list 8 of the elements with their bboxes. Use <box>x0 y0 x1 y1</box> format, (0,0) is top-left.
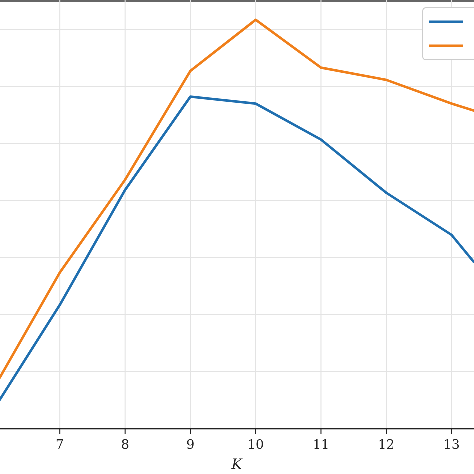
x-tick-label: 11 <box>312 438 330 453</box>
x-tick-label: 7 <box>56 438 64 453</box>
x-axis-title: K <box>230 457 244 473</box>
x-tick-label: 13 <box>444 438 460 453</box>
x-tick-label: 10 <box>248 438 264 453</box>
x-tick-label: 8 <box>121 438 130 453</box>
x-tick-label: 12 <box>378 438 395 453</box>
x-tick-label: 9 <box>186 438 195 453</box>
